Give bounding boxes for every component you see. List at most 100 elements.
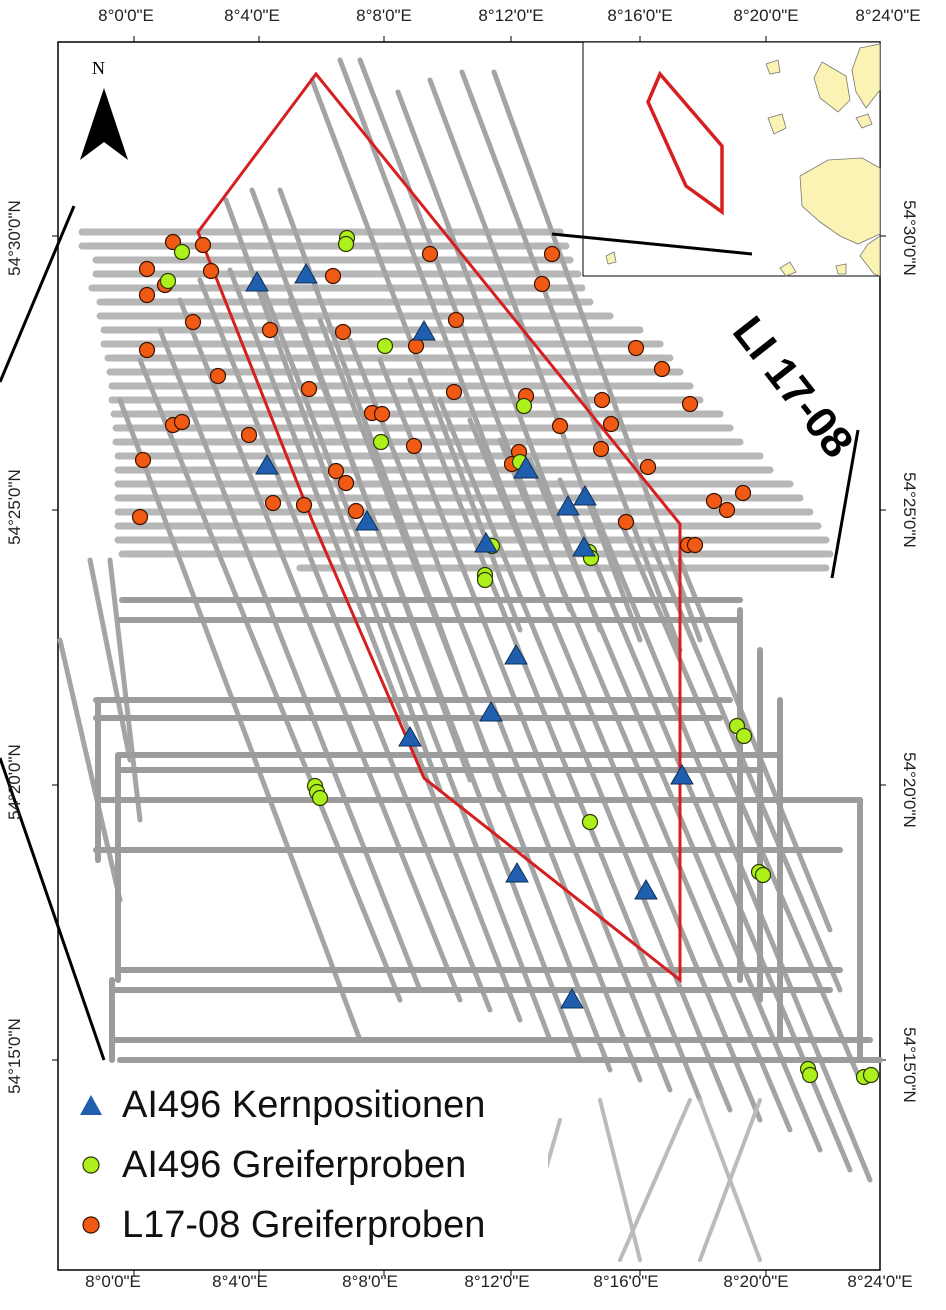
lon-tick-label: 8°8'0"E — [342, 1272, 398, 1291]
lat-tick-label: 54°30'0"N — [899, 200, 919, 276]
legend-item-core-positions: AI496 Kernpositionen — [78, 1080, 485, 1130]
core-position — [560, 988, 584, 1009]
l17-sample — [681, 395, 699, 413]
l17-sample — [543, 245, 561, 263]
lon-tick-marks — [133, 36, 767, 1276]
lon-tick-label: 8°4'0"E — [212, 1272, 268, 1291]
survey-tracklines — [57, 57, 883, 1262]
l17-sample — [405, 437, 423, 455]
l17-sample — [705, 492, 723, 510]
ai496-sample — [372, 433, 390, 451]
north-arrow-icon — [80, 88, 128, 160]
l17-sample — [602, 415, 620, 433]
ai496-grab-samples — [159, 229, 880, 1086]
l17-sample — [551, 417, 569, 435]
l17-sample — [138, 341, 156, 359]
l17-sample — [240, 426, 258, 444]
l17-sample — [131, 508, 149, 526]
ai496-core-positions — [245, 263, 694, 1009]
lon-tick-label: 8°8'0"E — [356, 6, 412, 25]
lon-tick-label: 8°12'0"E — [478, 6, 544, 25]
l17-sample — [334, 323, 352, 341]
inset-land — [605, 43, 881, 277]
lat-tick-label: 54°15'0"N — [4, 1018, 24, 1094]
lat-tick-label: 54°20'0"N — [899, 752, 919, 828]
l17-sample — [327, 462, 345, 480]
lat-tick-label: 54°20'0"N — [4, 744, 24, 820]
l17-sample — [734, 484, 752, 502]
ai496-sample — [159, 272, 177, 290]
callout-lines — [0, 205, 860, 1061]
ai496-sample — [311, 789, 329, 807]
l17-sample — [138, 260, 156, 278]
l17-sample — [202, 262, 220, 280]
l17-sample — [445, 383, 463, 401]
l17-sample — [337, 474, 355, 492]
legend-label: L17-08 Greiferproben — [122, 1203, 486, 1246]
lon-tick-label: 8°12'0"E — [464, 1272, 530, 1291]
l17-sample — [718, 501, 736, 519]
inset-map — [582, 41, 881, 277]
l17-sample — [261, 321, 279, 339]
core-position — [474, 532, 498, 553]
core-position — [634, 879, 658, 900]
legend-label: AI496 Greiferproben — [122, 1143, 467, 1186]
l17-sample — [533, 275, 551, 293]
lon-tick-label: 8°20'0"E — [733, 6, 799, 25]
lon-tick-label: 8°16'0"E — [607, 6, 673, 25]
l17-sample — [324, 267, 342, 285]
ai496-sample — [801, 1066, 819, 1084]
core-position — [505, 862, 529, 883]
l17-sample — [421, 245, 439, 263]
lat-tick-label: 54°25'0"N — [4, 469, 24, 545]
l17-sample — [653, 360, 671, 378]
l17-sample — [627, 339, 645, 357]
l17-sample — [639, 458, 657, 476]
core-position — [513, 455, 539, 479]
ai496-sample — [376, 337, 394, 355]
l17-sample — [184, 313, 202, 331]
map-legend: AI496 Kernpositionen AI496 Greiferproben… — [68, 1072, 548, 1262]
inset-survey-polygon — [646, 70, 724, 216]
l17-sample — [617, 513, 635, 531]
lon-tick-label: 8°4'0"E — [224, 6, 280, 25]
ai496-sample — [754, 866, 772, 884]
ai496-sample — [173, 243, 191, 261]
l17-sample — [209, 367, 227, 385]
l17-sample — [373, 405, 391, 423]
core-position — [479, 701, 503, 722]
circle-icon — [82, 1216, 100, 1234]
l17-sample — [138, 286, 156, 304]
lon-tick-label: 8°24'0"E — [855, 6, 921, 25]
l17-sample — [164, 233, 182, 251]
lon-tick-label: 8°24'0"E — [847, 1272, 913, 1291]
l17-sample — [686, 536, 704, 554]
core-position — [504, 644, 528, 665]
core-position — [572, 536, 596, 557]
l17-sample — [264, 494, 282, 512]
ai496-sample — [337, 235, 355, 253]
legend-item-l17-grab: L17-08 Greiferproben — [78, 1200, 485, 1250]
lat-tick-label: 54°15'0"N — [899, 1027, 919, 1103]
survey-polygon — [196, 71, 682, 984]
l17-sample — [593, 391, 611, 409]
core-position — [398, 726, 422, 747]
core-position — [355, 510, 379, 531]
core-position — [670, 764, 694, 785]
core-position — [255, 454, 279, 475]
l17-sample — [134, 451, 152, 469]
core-position — [556, 495, 580, 516]
core-position — [294, 263, 318, 284]
ai496-sample — [735, 727, 753, 745]
ai496-sample — [515, 397, 533, 415]
lon-tick-label: 8°0'0"E — [85, 1272, 141, 1291]
core-position — [245, 271, 269, 292]
circle-icon — [82, 1156, 100, 1174]
l17-sample — [447, 311, 465, 329]
legend-item-ai496-grab: AI496 Greiferproben — [78, 1140, 466, 1190]
l17-sample — [194, 236, 212, 254]
lon-tick-label: 8°20'0"E — [723, 1272, 789, 1291]
core-position — [573, 485, 597, 506]
north-label: N — [92, 58, 105, 78]
triangle-icon — [80, 1095, 102, 1115]
